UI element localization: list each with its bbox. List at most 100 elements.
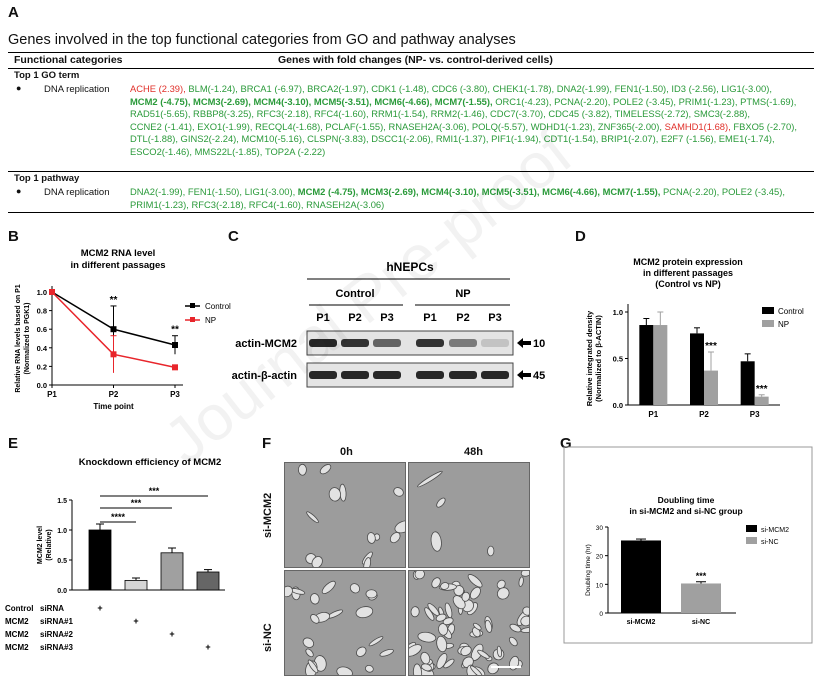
gene-list-go: ACHE (2.39), BLM(-1.24), BRCA1 (-6.97), … — [130, 83, 810, 158]
gene-entry: RFC4(-1.60), — [248, 198, 307, 210]
gene-entry: CDC7(-3.70), — [490, 108, 549, 119]
panel-label-a: A — [8, 4, 19, 21]
bar — [88, 529, 112, 591]
cell-shape — [520, 571, 529, 577]
gene-entry: GINS2(-2.24), — [180, 133, 242, 144]
gene-entry: CDC6 (-3.80), — [431, 83, 493, 94]
bar — [196, 571, 220, 591]
gene-entry: ESCO2(-1.46), — [130, 145, 195, 157]
gene-entry: MCM7(-1.55), — [602, 186, 664, 197]
category-pathway: DNA replication — [44, 187, 110, 198]
category-go: DNA replication — [44, 84, 110, 95]
y-tick-label: 1.0 — [37, 288, 47, 297]
cell-shape — [443, 658, 455, 669]
legend-swatch — [746, 537, 757, 544]
cell-shape — [430, 531, 442, 552]
chart-title: Doubling time — [658, 495, 715, 505]
gene-entry: PCNA(-2.20), — [554, 95, 613, 107]
condition-mark: + — [169, 629, 174, 639]
bullet-icon: ● — [16, 83, 22, 93]
bar — [754, 396, 769, 405]
gene-entry: CDC45 (-3.82), — [548, 108, 615, 119]
cell-shape — [438, 623, 449, 636]
gene-entry: MCM6(-4.66), — [374, 95, 435, 107]
gene-entry: PRIM1(-1.23), — [678, 95, 741, 107]
micrograph-si-nc-0h — [284, 570, 406, 676]
gene-entry: MMS22L(-1.85), — [194, 145, 265, 157]
blot-band — [373, 339, 401, 347]
bullet-icon: ● — [16, 186, 22, 196]
data-point — [172, 364, 178, 371]
x-tick-label: si-MCM2 — [627, 619, 656, 626]
legend-marker — [190, 303, 195, 308]
lane-label: P1 — [423, 312, 436, 324]
x-tick-label: P1 — [648, 410, 658, 419]
gene-entry: DNA2(-1.99), — [130, 186, 188, 197]
blot-row-label: actin-MCM2 — [235, 338, 297, 350]
table-header-categories: Functional categories — [14, 54, 123, 66]
group-label: NP — [455, 288, 470, 300]
data-point — [110, 351, 117, 358]
y-tick-label: 10 — [596, 582, 604, 589]
cell-shape — [435, 613, 447, 622]
gene-entry: TOP2A (-2.22) — [264, 145, 326, 157]
gene-entry: CHEK1(-1.78), — [492, 83, 557, 94]
cell-shape — [487, 545, 495, 557]
cell-shape — [310, 614, 320, 624]
condition-mark: + — [205, 642, 210, 652]
cell-shape — [394, 520, 405, 534]
condition-label-a: Control — [5, 604, 33, 613]
x-tick-label: si-NC — [692, 619, 710, 626]
x-tick-label: P1 — [47, 390, 57, 399]
gene-entry: RBBP8(-3.25), — [193, 108, 257, 119]
micrograph-background — [285, 463, 405, 567]
gene-entry: PCNA(-2.20), — [663, 186, 722, 197]
section-heading-pathway: Top 1 pathway — [14, 173, 80, 184]
micrograph-si-mcm2-48h — [408, 462, 530, 568]
gene-entry: SAMHD1(1.68), — [664, 120, 734, 132]
blot-band — [341, 371, 369, 379]
micrograph-si-mcm2-0h — [284, 462, 406, 568]
gene-entry: MCM3(-2.69), — [360, 186, 422, 197]
blot-row-label: actin-β-actin — [232, 370, 298, 382]
cell-shape — [496, 645, 503, 658]
chart-title: in different passages — [70, 260, 165, 271]
micrograph-background — [285, 571, 405, 675]
gene-entry: MCM2 (-4.75), — [130, 95, 194, 107]
blot-band — [309, 339, 337, 347]
lane-label: P2 — [348, 312, 361, 324]
x-axis-label: Time point — [93, 402, 134, 410]
blot-band — [481, 371, 509, 379]
cell-shape — [518, 576, 524, 587]
chart-e-knockdown: Knockdown efficiency of MCM2 0.0 0.5 1.0 1.5… — [5, 457, 225, 652]
condition-label-a: MCM2 — [5, 643, 29, 652]
cell-shape — [442, 617, 454, 626]
bar — [124, 579, 148, 591]
gene-entry: RFC3(-2.18), — [256, 108, 314, 119]
bar — [690, 333, 704, 405]
gene-entry: POLQ(-5.57), — [471, 120, 531, 132]
arrow-icon — [517, 370, 531, 380]
gene-entry: MCM4(-3.10), — [253, 95, 314, 107]
gene-entry: MCM10(-5.16), — [241, 133, 308, 144]
chart-title: Knockdown efficiency of MCM2 — [79, 457, 222, 468]
gene-entry: PRIM1(-1.23), — [130, 198, 192, 210]
panel-label-b: B — [8, 228, 19, 245]
cell-shape — [473, 622, 482, 631]
gene-entry: EME1(-1.74), — [718, 133, 775, 144]
cell-shape — [349, 583, 361, 594]
table-header-genes: Genes with fold changes (NP- vs. control… — [278, 54, 553, 66]
bar — [639, 325, 654, 405]
cell-shape — [477, 649, 490, 659]
gene-entry: MCM6(-4.66), — [542, 186, 603, 197]
cell-shape — [305, 648, 314, 658]
gene-entry: TIMELESS(-2.72), — [614, 108, 694, 119]
cell-shape — [520, 627, 529, 633]
x-tick-label: P2 — [699, 410, 709, 419]
chart-title: MCM2 RNA level — [81, 248, 156, 259]
y-axis-label: MCM2 level — [37, 526, 44, 564]
y-tick-label: 0.0 — [37, 381, 47, 390]
bar — [653, 325, 668, 405]
gene-entry: LIG1(-3.00), — [244, 186, 298, 197]
